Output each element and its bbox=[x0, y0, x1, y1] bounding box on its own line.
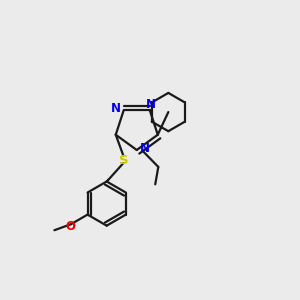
Text: N: N bbox=[146, 98, 156, 111]
Text: N: N bbox=[110, 102, 121, 116]
Text: N: N bbox=[140, 142, 150, 155]
Text: O: O bbox=[65, 220, 75, 233]
Text: S: S bbox=[119, 154, 129, 167]
